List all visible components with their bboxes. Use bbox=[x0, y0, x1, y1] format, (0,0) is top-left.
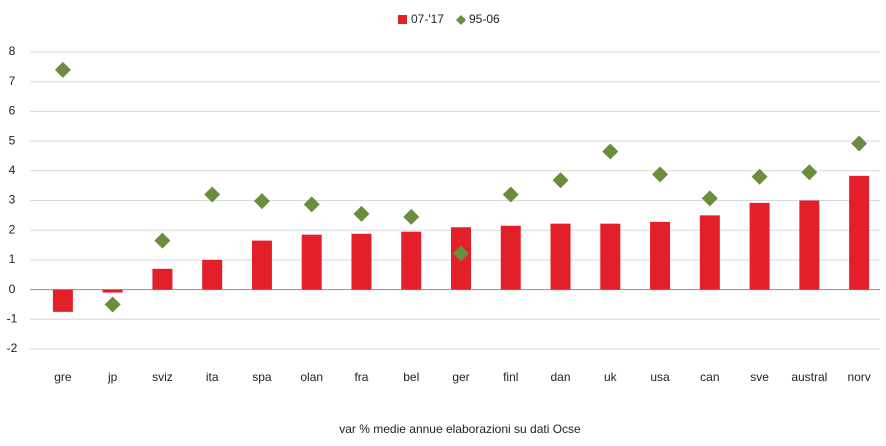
x-tick-label: gre bbox=[54, 370, 72, 384]
diamond-marker bbox=[104, 296, 121, 313]
diamond-marker bbox=[353, 205, 370, 222]
bar bbox=[52, 289, 73, 312]
x-tick-label: uk bbox=[604, 370, 618, 384]
x-tick-label: usa bbox=[650, 370, 670, 384]
x-tick-label: norv bbox=[847, 370, 870, 384]
x-tick-label: sve bbox=[750, 370, 769, 384]
x-tick-label: olan bbox=[300, 370, 323, 384]
bar bbox=[849, 175, 870, 290]
diamond-marker bbox=[253, 193, 270, 210]
legend-marker bbox=[455, 15, 466, 25]
x-tick-label: ita bbox=[206, 370, 219, 384]
bar bbox=[152, 268, 173, 290]
diamond-marker bbox=[552, 172, 569, 189]
y-tick-label: 5 bbox=[9, 133, 16, 147]
x-axis-label: var % medie annue elaborazioni su dati O… bbox=[339, 422, 581, 436]
y-tick-label: 1 bbox=[9, 252, 16, 266]
diamond-marker bbox=[502, 186, 519, 203]
bar bbox=[600, 223, 621, 290]
bar bbox=[799, 200, 820, 290]
x-tick-label: can bbox=[700, 370, 719, 384]
bar bbox=[351, 233, 372, 290]
diamond-marker bbox=[801, 164, 818, 181]
x-tick-label: bel bbox=[403, 370, 419, 384]
x-tick-label: spa bbox=[252, 370, 272, 384]
x-tick-label: jp bbox=[107, 370, 118, 384]
legend-label: 07-'17 bbox=[411, 12, 444, 26]
x-tick-label: dan bbox=[551, 370, 571, 384]
bar bbox=[650, 221, 671, 290]
diamond-marker bbox=[701, 190, 718, 207]
bar bbox=[699, 215, 720, 290]
x-tick-label: sviz bbox=[152, 370, 173, 384]
diamond-marker bbox=[751, 168, 768, 185]
y-tick-label: 3 bbox=[9, 193, 16, 207]
x-tick-label: ger bbox=[452, 370, 469, 384]
y-tick-label: 0 bbox=[9, 282, 16, 296]
diamond-marker bbox=[204, 186, 221, 203]
bar bbox=[202, 259, 223, 290]
y-tick-label: -1 bbox=[7, 311, 18, 325]
bar bbox=[749, 202, 770, 290]
diamond-marker bbox=[602, 143, 619, 160]
bar bbox=[251, 240, 272, 290]
y-tick-label: 7 bbox=[9, 74, 16, 88]
diamond-marker bbox=[154, 232, 171, 249]
diamond-marker bbox=[54, 61, 71, 78]
y-tick-label: -2 bbox=[7, 341, 18, 355]
diamond-marker bbox=[851, 135, 868, 152]
x-tick-label: finl bbox=[503, 370, 518, 384]
bar bbox=[401, 231, 422, 290]
legend-label: 95-06 bbox=[469, 12, 500, 26]
diamond-marker bbox=[403, 208, 420, 225]
bar bbox=[301, 234, 322, 290]
legend-marker bbox=[398, 15, 407, 24]
y-tick-label: 4 bbox=[9, 163, 16, 177]
diamond-marker bbox=[652, 166, 669, 183]
diamond-marker bbox=[453, 245, 469, 262]
bar bbox=[550, 223, 571, 290]
y-tick-label: 2 bbox=[9, 222, 16, 236]
x-tick-label: fra bbox=[354, 370, 368, 384]
bar bbox=[102, 289, 123, 293]
y-tick-label: 8 bbox=[9, 44, 16, 58]
bar bbox=[500, 225, 521, 290]
y-tick-label: 6 bbox=[9, 104, 16, 118]
diamond-marker bbox=[303, 196, 320, 213]
x-tick-label: austral bbox=[791, 370, 827, 384]
